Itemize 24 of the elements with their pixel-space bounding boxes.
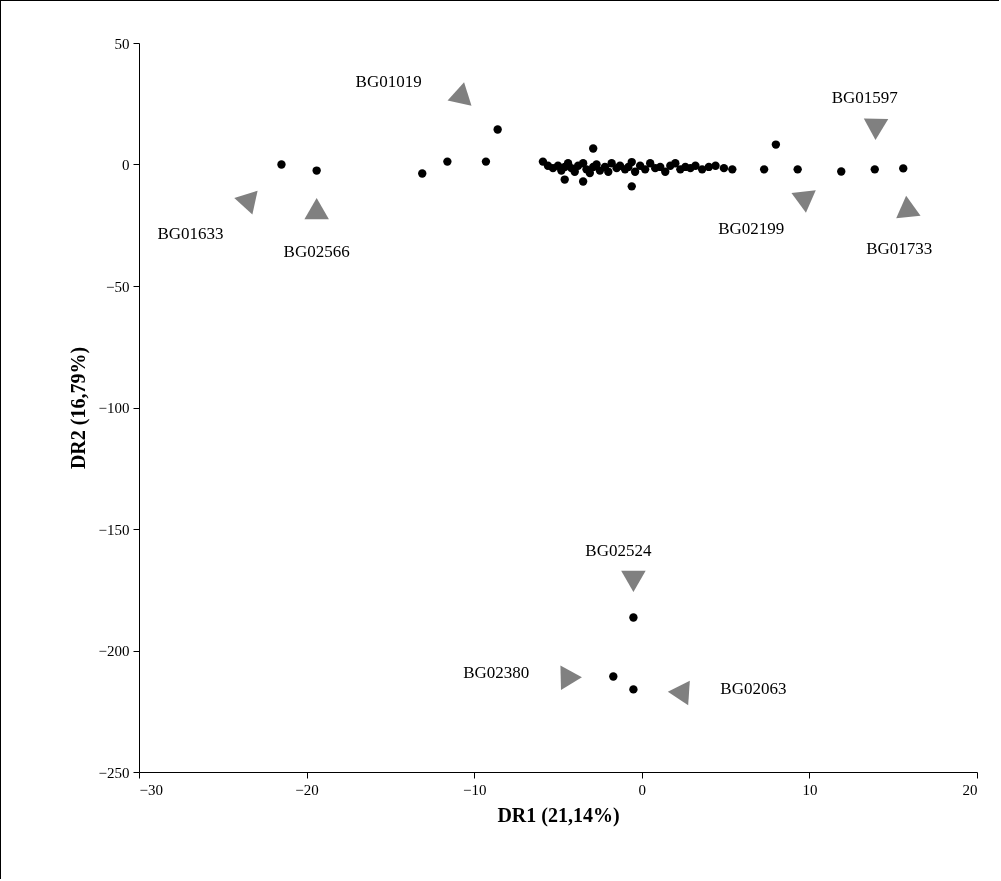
x-axis-title: DR1 (21,14%) (497, 803, 620, 827)
x-tick-label: −30 (139, 781, 163, 798)
y-axis-title: DR2 (16,79%) (66, 346, 90, 470)
y-tick-label: −250 (98, 764, 130, 781)
x-tick-label: −20 (295, 781, 319, 798)
annotation: BG02524 (585, 541, 652, 561)
annotation: BG01733 (866, 239, 933, 259)
y-tick-label: −150 (98, 521, 130, 538)
annotation: BG02380 (463, 662, 530, 682)
annotation: BG02063 (720, 679, 787, 699)
x-tick-label: 10 (802, 781, 818, 798)
x-tick-label: 0 (638, 781, 647, 798)
annotation: BG02566 (283, 241, 350, 261)
y-tick-label: −200 (98, 643, 130, 659)
y-tick-label: 50 (114, 35, 130, 52)
y-tick-label: 0 (122, 157, 130, 173)
x-tick-label: 20 (962, 781, 978, 798)
y-tick-label: −100 (98, 400, 130, 416)
x-tick-label: −10 (462, 781, 487, 798)
annotation: BG01597 (831, 88, 899, 108)
annotation: BG01019 (355, 71, 422, 91)
annotation: BG01633 (157, 223, 224, 243)
y-tick-label: −50 (106, 278, 130, 295)
annotation: BG02199 (718, 218, 785, 238)
